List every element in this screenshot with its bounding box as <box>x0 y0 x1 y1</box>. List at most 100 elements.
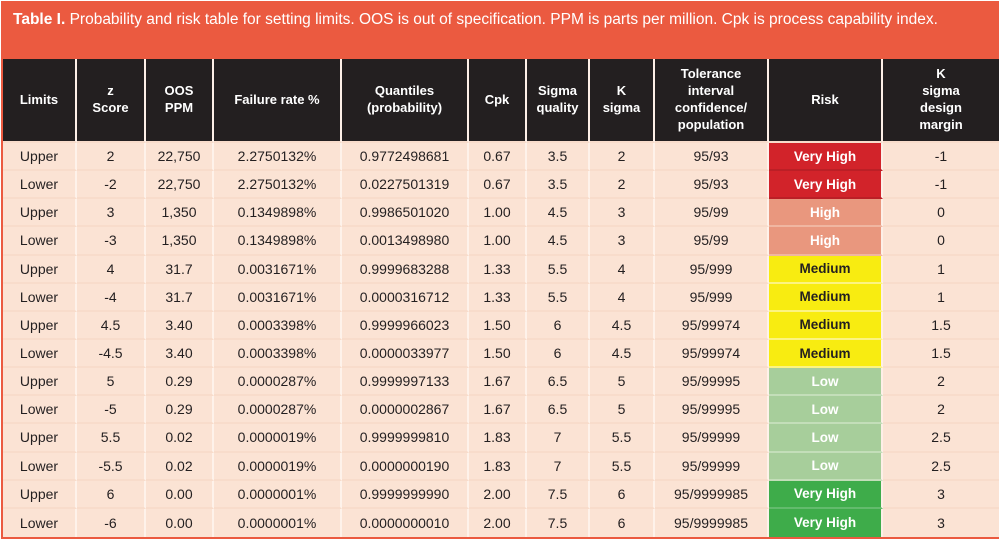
oos-ppm-cell: 3.40 <box>146 339 214 369</box>
risk-badge: Medium <box>769 283 883 312</box>
z-score-cell: 6 <box>77 480 146 509</box>
k-sigma-cell: 5 <box>590 368 655 397</box>
table-row: Lower -4.5 3.40 0.0003398% 0.0000033977 1.50 6… <box>3 339 999 369</box>
column-header-quantiles: Quantiles (probability) <box>342 59 469 143</box>
quantile-cell: 0.9999997133 <box>342 368 469 397</box>
k-margin-cell: 1.5 <box>883 311 999 340</box>
tolerance-cell: 95/999 <box>655 283 769 312</box>
table-row: Lower -2 22,750 2.2750132% 0.0227501319 0.67 3… <box>3 171 999 200</box>
oos-ppm-cell: 0.29 <box>146 368 214 397</box>
limits-cell: Upper <box>3 143 77 172</box>
table-caption-text: Probability and risk table for setting l… <box>65 11 938 28</box>
tolerance-cell: 95/99999 <box>655 452 769 481</box>
k-sigma-cell: 4.5 <box>590 339 655 369</box>
oos-ppm-cell: 1,350 <box>146 227 214 256</box>
limits-cell: Lower <box>3 339 77 369</box>
table-row: Upper 4.5 3.40 0.0003398% 0.9999966023 1.50 6 4… <box>3 311 999 340</box>
header-row: Limits z Score OOS PPM Failure rate % Quanti… <box>3 59 999 143</box>
limits-cell: Lower <box>3 283 77 312</box>
k-margin-cell: 2.5 <box>883 452 999 481</box>
limits-cell: Lower <box>3 452 77 481</box>
k-margin-cell: 3 <box>883 480 999 509</box>
column-header-k-sigma-design-margin: K sigma design margin <box>883 59 999 143</box>
table-row: Lower -4 31.7 0.0031671% 0.0000316712 1.33 5.5… <box>3 283 999 312</box>
table-row: Lower -3 1,350 0.1349898% 0.0013498980 1.00 4.… <box>3 227 999 256</box>
table-row: Upper 5.5 0.02 0.0000019% 0.9999999810 1.83 7 5… <box>3 424 999 453</box>
k-sigma-cell: 5.5 <box>590 424 655 453</box>
table-header: Limits z Score OOS PPM Failure rate % Quanti… <box>3 59 999 143</box>
sigma-quality-cell: 6.5 <box>527 368 590 397</box>
risk-table: Limits z Score OOS PPM Failure rate % Quanti… <box>3 59 999 537</box>
oos-ppm-cell: 0.00 <box>146 480 214 509</box>
cpk-cell: 1.50 <box>469 311 527 340</box>
column-header-failure-rate: Failure rate % <box>214 59 342 143</box>
risk-badge: Low <box>769 396 883 425</box>
table-row: Lower -6 0.00 0.0000001% 0.0000000010 2.00 7.5… <box>3 508 999 537</box>
oos-ppm-cell: 22,750 <box>146 143 214 172</box>
k-margin-cell: 0 <box>883 199 999 228</box>
k-margin-cell: 2.5 <box>883 424 999 453</box>
sigma-quality-cell: 5.5 <box>527 283 590 312</box>
quantile-cell: 0.9999683288 <box>342 255 469 284</box>
quantile-cell: 0.9999966023 <box>342 311 469 340</box>
k-sigma-cell: 2 <box>590 171 655 200</box>
column-header-z-score: z Score <box>77 59 146 143</box>
failure-rate-cell: 0.1349898% <box>214 227 342 256</box>
k-sigma-cell: 3 <box>590 199 655 228</box>
risk-badge: Medium <box>769 255 883 284</box>
quantile-cell: 0.9772498681 <box>342 143 469 172</box>
oos-ppm-cell: 31.7 <box>146 283 214 312</box>
k-sigma-cell: 5 <box>590 396 655 425</box>
z-score-cell: 4 <box>77 255 146 284</box>
tolerance-cell: 95/93 <box>655 143 769 172</box>
risk-badge: Low <box>769 424 883 453</box>
oos-ppm-cell: 0.02 <box>146 424 214 453</box>
failure-rate-cell: 0.0031671% <box>214 255 342 284</box>
quantile-cell: 0.0000000190 <box>342 452 469 481</box>
k-margin-cell: -1 <box>883 171 999 200</box>
z-score-cell: -4.5 <box>77 339 146 369</box>
risk-badge: Very High <box>769 143 883 172</box>
sigma-quality-cell: 7 <box>527 424 590 453</box>
sigma-quality-cell: 3.5 <box>527 171 590 200</box>
limits-cell: Upper <box>3 368 77 397</box>
cpk-cell: 1.50 <box>469 339 527 369</box>
k-sigma-cell: 6 <box>590 480 655 509</box>
table-row: Upper 3 1,350 0.1349898% 0.9986501020 1.00 4.5… <box>3 199 999 228</box>
z-score-cell: -5 <box>77 396 146 425</box>
k-margin-cell: 2 <box>883 396 999 425</box>
limits-cell: Lower <box>3 508 77 537</box>
k-sigma-cell: 2 <box>590 143 655 172</box>
cpk-cell: 1.67 <box>469 368 527 397</box>
sigma-quality-cell: 3.5 <box>527 143 590 172</box>
failure-rate-cell: 0.0000001% <box>214 480 342 509</box>
table-caption: Table I. Probability and risk table for … <box>3 3 997 59</box>
tolerance-cell: 95/93 <box>655 171 769 200</box>
table-row: Upper 2 22,750 2.2750132% 0.9772498681 0.67 3.… <box>3 143 999 172</box>
sigma-quality-cell: 4.5 <box>527 227 590 256</box>
quantile-cell: 0.0000316712 <box>342 283 469 312</box>
quantile-cell: 0.0000033977 <box>342 339 469 369</box>
risk-badge: Medium <box>769 339 883 369</box>
risk-badge: Low <box>769 368 883 397</box>
failure-rate-cell: 0.0000001% <box>214 508 342 537</box>
z-score-cell: 2 <box>77 143 146 172</box>
failure-rate-cell: 0.0003398% <box>214 339 342 369</box>
limits-cell: Upper <box>3 255 77 284</box>
tolerance-cell: 95/99 <box>655 199 769 228</box>
k-margin-cell: 1 <box>883 283 999 312</box>
failure-rate-cell: 0.0003398% <box>214 311 342 340</box>
limits-cell: Upper <box>3 199 77 228</box>
cpk-cell: 1.83 <box>469 424 527 453</box>
z-score-cell: -6 <box>77 508 146 537</box>
sigma-quality-cell: 6.5 <box>527 396 590 425</box>
tolerance-cell: 95/99995 <box>655 368 769 397</box>
column-header-k-sigma: K sigma <box>590 59 655 143</box>
sigma-quality-cell: 6 <box>527 339 590 369</box>
k-sigma-cell: 4 <box>590 283 655 312</box>
failure-rate-cell: 2.2750132% <box>214 171 342 200</box>
risk-badge: High <box>769 199 883 228</box>
column-header-limits: Limits <box>3 59 77 143</box>
limits-cell: Lower <box>3 227 77 256</box>
sigma-quality-cell: 4.5 <box>527 199 590 228</box>
